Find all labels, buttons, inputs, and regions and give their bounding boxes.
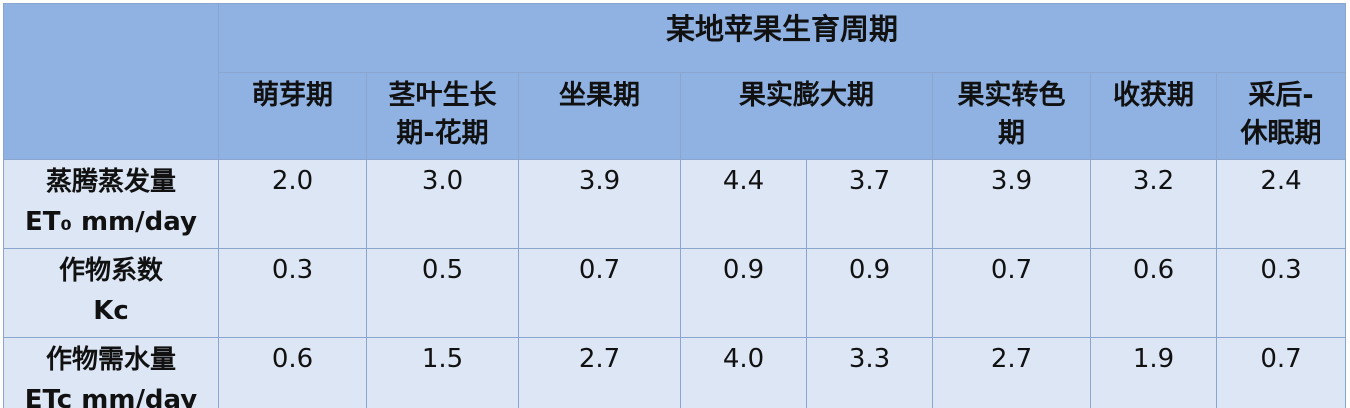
table-row: 作物需水量 ETc mm/day 0.6 1.5 2.7 4.0 3.3 2.7… bbox=[3, 337, 1347, 408]
corner-cell bbox=[3, 3, 219, 160]
title-row: 某地苹果生育周期 bbox=[3, 3, 1347, 160]
table-cell: 4.0 bbox=[680, 337, 807, 408]
stage-header: 坐果期 bbox=[518, 72, 681, 160]
stage-header: 茎叶生长 期-花期 bbox=[366, 72, 519, 160]
table-cell: 3.9 bbox=[518, 159, 681, 249]
table-cell: 3.3 bbox=[806, 337, 933, 408]
table-cell: 3.0 bbox=[366, 159, 519, 249]
apple-growth-water-table: 某地苹果生育周期 萌芽期 茎叶生长 期-花期 坐果期 果实膨大期 果实转色 期 … bbox=[3, 3, 1347, 408]
table-cell: 0.6 bbox=[218, 337, 367, 408]
table-row: 作物系数 Kc 0.3 0.5 0.7 0.9 0.9 0.7 0.6 0.3 bbox=[3, 248, 1347, 338]
table-row: 蒸腾蒸发量 ET₀ mm/day 2.0 3.0 3.9 4.4 3.7 3.9… bbox=[3, 159, 1347, 249]
table-cell: 0.3 bbox=[218, 248, 367, 338]
table-cell: 1.9 bbox=[1090, 337, 1217, 408]
table-cell: 0.7 bbox=[932, 248, 1091, 338]
stage-header-row: 萌芽期 茎叶生长 期-花期 坐果期 果实膨大期 果实转色 期 收获期 采后- 休… bbox=[4, 72, 1347, 160]
table-cell: 1.5 bbox=[366, 337, 519, 408]
table-cell: 0.3 bbox=[1215, 248, 1347, 338]
table-cell: 0.9 bbox=[680, 248, 807, 338]
table-cell: 2.7 bbox=[932, 337, 1091, 408]
table-cell: 3.9 bbox=[932, 159, 1091, 249]
row-label: 作物需水量 ETc mm/day bbox=[3, 337, 219, 408]
stage-header: 采后- 休眠期 bbox=[1215, 72, 1347, 160]
stage-header: 萌芽期 bbox=[218, 72, 367, 160]
stage-header: 收获期 bbox=[1090, 72, 1217, 160]
row-label: 蒸腾蒸发量 ET₀ mm/day bbox=[3, 159, 219, 249]
stage-header: 果实转色 期 bbox=[932, 72, 1091, 160]
table-cell: 3.2 bbox=[1090, 159, 1217, 249]
table-cell: 0.9 bbox=[806, 248, 933, 338]
table-cell: 4.4 bbox=[680, 159, 807, 249]
table-cell: 2.0 bbox=[218, 159, 367, 249]
table-cell: 0.5 bbox=[366, 248, 519, 338]
table-cell: 0.7 bbox=[1215, 337, 1347, 408]
table-title: 某地苹果生育周期 bbox=[217, 3, 1347, 73]
row-label: 作物系数 Kc bbox=[3, 248, 219, 338]
stage-header: 果实膨大期 bbox=[680, 72, 933, 160]
table-cell: 2.7 bbox=[518, 337, 681, 408]
table-cell: 3.7 bbox=[806, 159, 933, 249]
table-cell: 0.7 bbox=[518, 248, 681, 338]
table-cell: 2.4 bbox=[1215, 159, 1347, 249]
table-cell: 0.6 bbox=[1090, 248, 1217, 338]
